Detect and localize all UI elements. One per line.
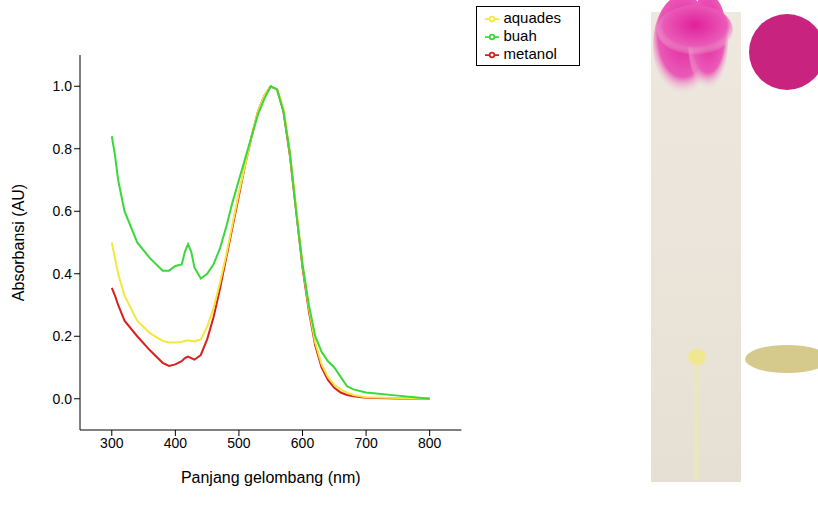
svg-text:0.4: 0.4 <box>53 266 73 282</box>
svg-text:Absorbansi (AU): Absorbansi (AU) <box>10 184 27 301</box>
svg-text:0.8: 0.8 <box>53 141 73 157</box>
svg-text:300: 300 <box>100 435 124 451</box>
svg-text:Panjang gelombang (nm): Panjang gelombang (nm) <box>181 469 361 486</box>
svg-text:700: 700 <box>354 435 378 451</box>
svg-text:400: 400 <box>164 435 188 451</box>
html-text:buah: buah <box>503 27 537 44</box>
svg-text:800: 800 <box>418 435 442 451</box>
html-text:metanol: metanol <box>503 45 557 62</box>
svg-text:0.6: 0.6 <box>53 203 73 219</box>
html-text:aquades: aquades <box>503 9 561 26</box>
svg-text:600: 600 <box>291 435 315 451</box>
svg-text:500: 500 <box>227 435 251 451</box>
svg-text:1.0: 1.0 <box>53 78 73 94</box>
svg-text:0.0: 0.0 <box>53 391 73 407</box>
svg-text:0.2: 0.2 <box>53 328 73 344</box>
